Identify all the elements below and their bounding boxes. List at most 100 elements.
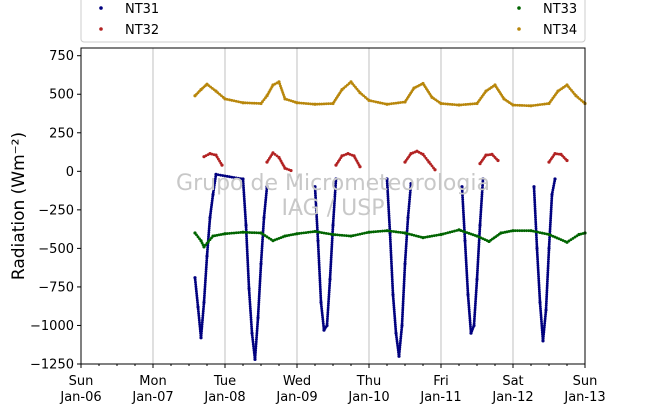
- data-point: [230, 175, 234, 179]
- data-point: [205, 250, 209, 254]
- data-point: [198, 320, 201, 324]
- data-point: [256, 312, 260, 315]
- data-point: [477, 238, 481, 242]
- data-point: [389, 242, 392, 246]
- data-point: [327, 295, 331, 299]
- data-point: [260, 255, 263, 259]
- data-point: [536, 259, 540, 263]
- series-nt31: [193, 172, 557, 361]
- legend-box: [80, 0, 586, 43]
- x-tick-day: Wed: [283, 374, 311, 389]
- legend: NT31 NT32 NT33 NT34: [80, 0, 586, 43]
- data-point: [220, 163, 224, 167]
- data-point: [542, 330, 546, 334]
- data-point: [315, 215, 319, 219]
- data-point: [204, 270, 208, 273]
- data-point: [468, 323, 472, 327]
- data-point: [326, 304, 330, 308]
- data-point: [390, 277, 394, 281]
- data-point: [332, 212, 336, 216]
- data-point: [327, 299, 330, 303]
- data-point: [390, 229, 393, 233]
- data-point: [331, 230, 335, 234]
- data-point: [522, 104, 526, 107]
- y-tick-label: 0: [66, 165, 74, 180]
- data-point: [258, 286, 262, 289]
- data-point: [423, 235, 427, 239]
- data-point: [198, 323, 202, 326]
- data-point: [467, 306, 471, 309]
- data-point: [465, 271, 469, 275]
- data-point: [460, 189, 464, 193]
- data-point: [254, 347, 258, 350]
- data-point: [279, 86, 283, 90]
- data-point: [398, 350, 401, 354]
- data-point: [258, 290, 261, 294]
- data-point: [243, 230, 247, 234]
- data-point: [549, 218, 552, 222]
- data-point: [223, 97, 227, 101]
- data-point: [536, 264, 540, 268]
- data-point: [264, 194, 268, 197]
- data-point: [245, 250, 249, 253]
- data-point: [542, 332, 546, 336]
- data-point: [466, 286, 470, 290]
- data-point: [196, 307, 200, 311]
- data-point: [479, 210, 483, 214]
- data-point: [448, 230, 452, 234]
- data-point: [544, 304, 548, 308]
- data-point: [316, 239, 320, 243]
- data-point: [466, 288, 470, 292]
- data-point: [326, 310, 330, 314]
- data-point: [535, 253, 539, 257]
- data-point: [394, 333, 398, 337]
- data-point: [204, 276, 207, 280]
- data-point: [402, 291, 406, 294]
- data-point: [213, 181, 217, 185]
- data-point: [320, 311, 324, 315]
- data-point: [465, 267, 468, 271]
- data-point: [463, 243, 467, 247]
- data-point: [542, 326, 546, 330]
- data-point: [249, 320, 253, 324]
- data-point: [256, 314, 260, 317]
- data-point: [461, 196, 464, 199]
- data-point: [537, 287, 541, 291]
- data-point: [318, 285, 322, 289]
- data-point: [237, 100, 240, 104]
- data-point: [333, 195, 337, 199]
- data-point: [210, 201, 214, 205]
- data-point: [534, 220, 538, 224]
- data-point: [534, 218, 538, 222]
- data-point: [345, 234, 348, 238]
- data-point: [457, 103, 461, 107]
- data-point: [273, 152, 277, 156]
- data-point: [247, 291, 251, 295]
- data-point: [538, 290, 541, 293]
- data-point: [211, 192, 215, 197]
- data-point: [396, 101, 400, 105]
- data-point: [311, 102, 315, 106]
- data-point: [328, 277, 332, 281]
- data-point: [313, 189, 317, 193]
- data-point: [542, 328, 546, 332]
- data-point: [258, 288, 261, 292]
- data-point: [322, 231, 326, 235]
- data-point: [479, 204, 483, 207]
- legend-marker-nt31: [99, 6, 103, 10]
- data-point: [387, 207, 391, 211]
- data-point: [257, 307, 260, 311]
- data-point: [389, 260, 393, 264]
- data-point: [421, 236, 425, 240]
- data-point: [551, 190, 554, 194]
- data-point: [390, 280, 394, 283]
- data-point: [540, 322, 544, 326]
- data-point: [255, 338, 258, 342]
- data-point: [196, 301, 199, 304]
- data-point: [529, 104, 533, 108]
- data-point: [545, 297, 548, 301]
- data-point: [407, 207, 411, 210]
- data-point: [326, 308, 330, 312]
- data-point: [401, 304, 405, 308]
- data-point: [549, 214, 553, 218]
